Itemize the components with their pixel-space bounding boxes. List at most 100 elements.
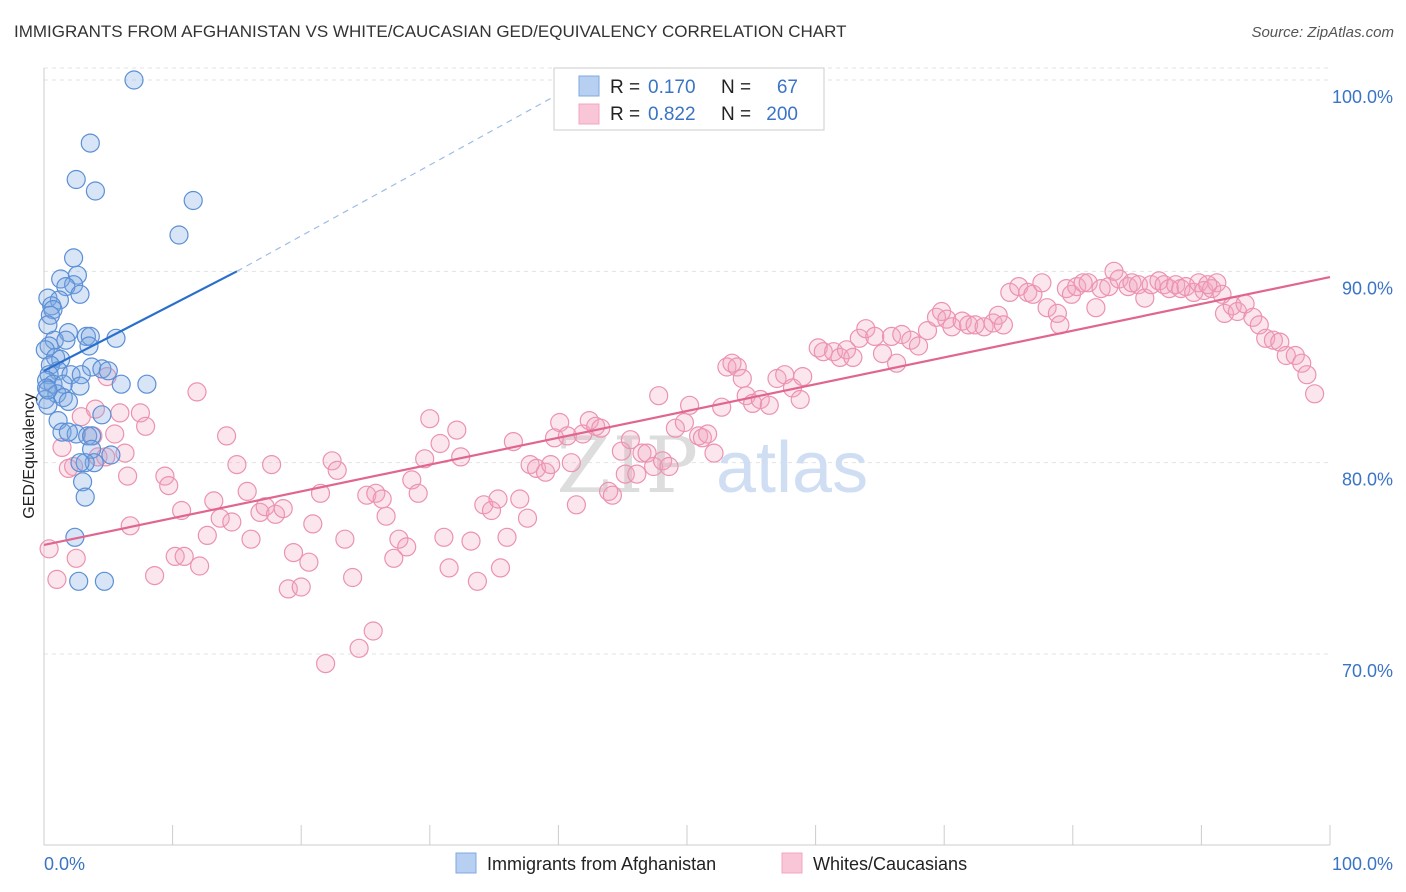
point-whites-65 <box>434 527 454 547</box>
stats-swatch-whites <box>578 103 600 125</box>
point-whites-62 <box>415 449 435 469</box>
point-whites-75 <box>497 527 517 547</box>
point-afghanistan-59 <box>75 453 95 473</box>
point-whites-12 <box>105 424 125 444</box>
point-afghanistan-62 <box>75 487 95 507</box>
point-whites-146 <box>958 315 979 335</box>
point-whites-61 <box>408 483 428 503</box>
point-afghanistan-61 <box>72 472 93 492</box>
point-whites-114 <box>727 357 747 377</box>
trend-line-whites <box>43 275 1331 547</box>
point-whites-123 <box>790 389 810 410</box>
point-whites-0 <box>47 569 67 590</box>
point-whites-158 <box>1047 303 1068 323</box>
point-afghanistan-49 <box>92 405 112 425</box>
point-whites-92 <box>598 481 619 501</box>
point-afghanistan-60 <box>70 453 90 473</box>
point-whites-48 <box>327 460 347 480</box>
point-whites-66 <box>439 558 459 578</box>
point-whites-98 <box>632 443 652 463</box>
point-whites-49 <box>335 529 355 549</box>
stats-n-value-afghanistan: 67 <box>777 77 798 98</box>
point-whites-97 <box>627 464 647 484</box>
point-whites-138 <box>901 330 921 350</box>
chart-title: IMMIGRANTS FROM AFGHANISTAN VS WHITE/CAU… <box>14 22 847 41</box>
point-whites-46 <box>316 653 336 674</box>
source-credit: Source: ZipAtlas.com <box>1251 24 1394 41</box>
point-afghanistan-26 <box>35 340 55 360</box>
point-whites-191 <box>1243 307 1263 327</box>
point-whites-109 <box>697 424 718 444</box>
point-whites-27 <box>197 525 217 546</box>
point-whites-63 <box>420 409 440 429</box>
point-whites-33 <box>237 481 257 501</box>
point-afghanistan-25 <box>79 336 99 356</box>
point-whites-53 <box>363 621 383 641</box>
point-afghanistan-46 <box>58 391 79 411</box>
point-whites-198 <box>1292 353 1312 373</box>
point-whites-105 <box>674 412 695 433</box>
point-afghanistan-4 <box>183 190 203 211</box>
stats-r-label-afghanistan: R = <box>610 77 640 98</box>
point-afghanistan-0 <box>124 70 144 90</box>
point-afghanistan-23 <box>56 330 76 350</box>
point-whites-21 <box>159 476 179 496</box>
point-whites-35 <box>250 502 270 523</box>
trend-line-afghanistan <box>43 270 238 372</box>
stats-legend: R = 0.170 N = 67 R = 0.822 N = 200 <box>553 67 825 131</box>
stats-n-value-whites: 200 <box>766 104 798 125</box>
point-whites-72 <box>481 500 502 521</box>
point-whites-151 <box>993 315 1014 335</box>
point-whites-13 <box>110 403 130 423</box>
point-whites-24 <box>174 546 194 567</box>
point-whites-82 <box>541 455 561 475</box>
point-whites-42 <box>291 577 311 597</box>
x-ticks <box>172 825 1331 845</box>
point-whites-20 <box>155 466 175 486</box>
point-afghanistan-65 <box>94 571 115 591</box>
point-whites-51 <box>349 638 369 658</box>
point-whites-47 <box>322 451 342 471</box>
series-whites-points <box>39 261 1325 674</box>
point-whites-15 <box>117 466 138 486</box>
point-whites-156 <box>1032 273 1052 293</box>
point-whites-43 <box>299 552 319 572</box>
point-afghanistan-21 <box>106 328 126 348</box>
y-tick-labels: 70.0% 80.0% 90.0% 100.0% <box>1332 87 1393 681</box>
series-legend: Immigrants from Afghanistan Whites/Cauca… <box>455 852 967 874</box>
point-whites-39 <box>273 499 293 519</box>
point-whites-73 <box>488 489 508 509</box>
point-whites-129 <box>836 340 857 360</box>
point-whites-14 <box>115 443 135 463</box>
point-whites-163 <box>1073 273 1093 293</box>
point-whites-34 <box>241 529 261 549</box>
grid <box>44 67 1330 655</box>
point-whites-78 <box>517 508 538 528</box>
point-whites-70 <box>467 571 487 591</box>
point-whites-56 <box>376 506 396 526</box>
point-whites-112 <box>717 357 737 377</box>
point-afghanistan-41 <box>111 374 131 394</box>
point-afghanistan-40 <box>70 376 90 396</box>
point-whites-2 <box>66 548 86 568</box>
y-tick-label-70: 70.0% <box>1342 661 1393 681</box>
point-whites-96 <box>620 430 641 450</box>
point-whites-101 <box>649 386 669 406</box>
point-whites-166 <box>1091 279 1111 299</box>
point-whites-55 <box>372 489 392 509</box>
point-whites-115 <box>732 368 752 389</box>
legend-label-afghanistan: Immigrants from Afghanistan <box>487 854 716 874</box>
point-whites-180 <box>1176 277 1196 297</box>
point-whites-25 <box>187 382 207 402</box>
point-afghanistan-51 <box>52 422 72 442</box>
y-tick-label-80: 80.0% <box>1342 470 1393 490</box>
trend-line-afghanistan-extension <box>236 79 585 272</box>
legend-label-whites: Whites/Caucasians <box>813 854 967 874</box>
watermark-atlas: atlas <box>716 428 868 508</box>
point-afghanistan-53 <box>58 422 79 442</box>
x-tick-label-right: 100.0% <box>1332 854 1393 874</box>
point-afghanistan-1 <box>80 133 100 153</box>
point-afghanistan-48 <box>38 395 58 415</box>
point-afghanistan-42 <box>137 374 157 394</box>
point-whites-103 <box>659 456 679 477</box>
